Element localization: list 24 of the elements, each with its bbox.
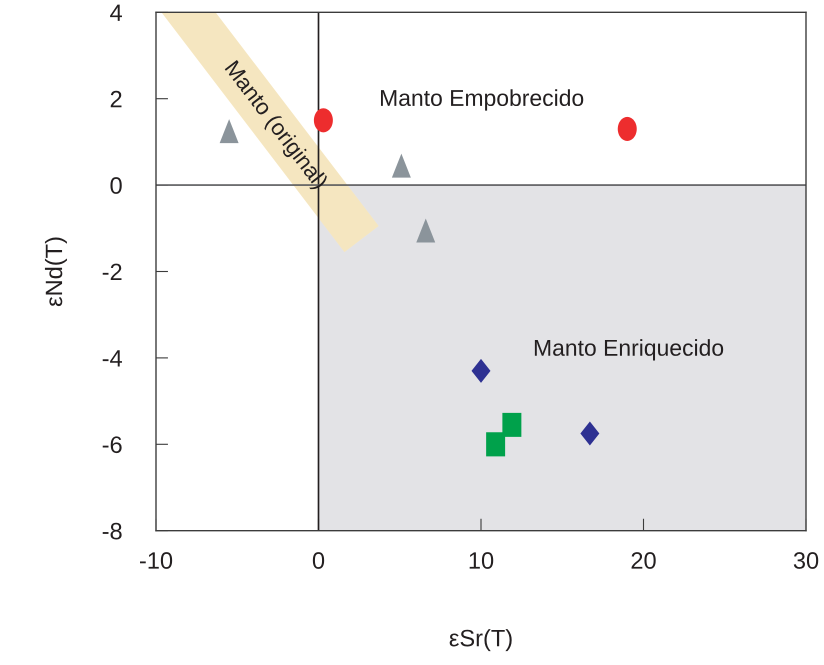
y-tick-label: -4 bbox=[102, 350, 122, 366]
y-axis-title: εNd(T) bbox=[44, 238, 67, 306]
point bbox=[486, 432, 506, 456]
x-tick-label: 30 bbox=[794, 552, 818, 569]
annotation: Manto Empobrecido bbox=[380, 89, 584, 111]
y-tick-label: -8 bbox=[102, 522, 122, 540]
point bbox=[618, 116, 637, 141]
x-tick-label: 20 bbox=[632, 552, 656, 569]
point bbox=[392, 154, 411, 178]
point bbox=[416, 218, 436, 242]
y-tick-label: 4 bbox=[110, 4, 122, 21]
y-tick-label: -6 bbox=[102, 436, 122, 454]
point bbox=[220, 119, 239, 144]
x-tick-label: -10 bbox=[140, 552, 172, 569]
y-tick-label: -2 bbox=[102, 264, 122, 280]
point bbox=[472, 358, 490, 383]
x-axis-title: εSr(T) bbox=[450, 629, 512, 652]
annotation: Manto Enriquecido bbox=[534, 339, 724, 360]
x-tick-label: 0 bbox=[312, 552, 324, 569]
point bbox=[580, 421, 600, 446]
x-tick-label: 10 bbox=[470, 552, 494, 569]
y-tick-label: 2 bbox=[110, 90, 122, 108]
y-tick-label: 0 bbox=[110, 177, 122, 194]
point bbox=[502, 412, 522, 437]
